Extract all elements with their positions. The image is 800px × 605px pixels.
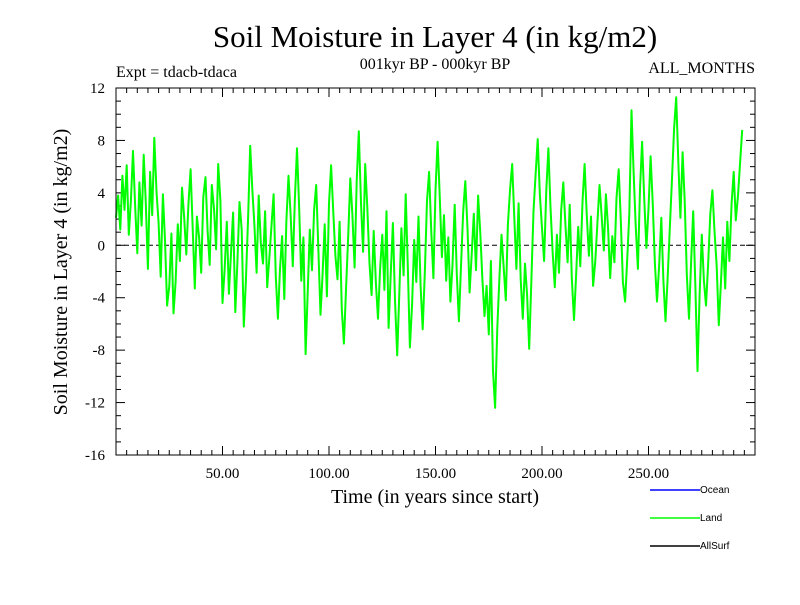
- y-tick-label: 12: [90, 81, 105, 97]
- legend-label-allsurf: AllSurf: [700, 541, 730, 552]
- y-tick-label: -16: [85, 448, 105, 464]
- x-tick-label: 250.00: [628, 466, 669, 482]
- legend: Ocean Land AllSurf: [650, 485, 730, 552]
- y-tick-label: -8: [93, 343, 106, 359]
- y-tick-label: 0: [98, 238, 106, 254]
- x-tick-label: 150.00: [415, 466, 456, 482]
- plot-frame: [115, 87, 756, 456]
- tick-labels: 50.00 100.00 150.00 200.00 250.00 12 8 4 0 -4 -8 -1…: [85, 81, 669, 482]
- chart-title: Soil Moisture in Layer 4 (in kg/m2): [213, 19, 657, 54]
- x-axis-label: Time (in years since start): [331, 486, 539, 508]
- series-group: [115, 96, 744, 409]
- y-tick-label: -12: [85, 396, 105, 412]
- x-tick-label: 50.00: [206, 466, 240, 482]
- series-line-land: [115, 96, 744, 409]
- x-tick-label: 100.00: [308, 466, 349, 482]
- experiment-label: Expt = tdacb-tdaca: [116, 64, 237, 81]
- legend-label-ocean: Ocean: [700, 485, 729, 496]
- legend-label-land: Land: [700, 513, 722, 524]
- x-tick-label: 200.00: [521, 466, 562, 482]
- chart-subtitle: 001kyr BP - 000kyr BP: [360, 56, 511, 73]
- y-axis-label: Soil Moisture in Layer 4 (in kg/m2): [50, 129, 72, 416]
- months-label: ALL_MONTHS: [648, 60, 755, 77]
- y-tick-label: 8: [98, 133, 106, 149]
- y-tick-label: 4: [98, 186, 106, 202]
- y-tick-label: -4: [93, 291, 106, 307]
